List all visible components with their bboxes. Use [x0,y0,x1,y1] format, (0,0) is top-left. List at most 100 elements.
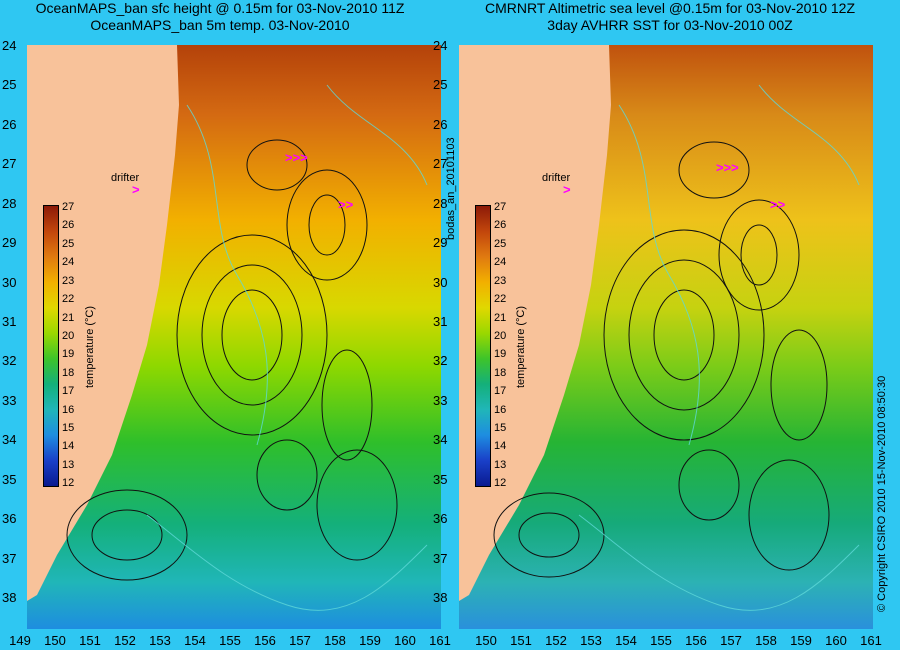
right-drifter-arrow-icon: > [563,182,571,197]
colorbar-tick-label: 12 [494,477,507,490]
file-label: bodas_an_20101103 [445,137,457,240]
longitude-tick-label: 157 [720,633,742,648]
colorbar-tick-label: 17 [62,385,75,398]
latitude-tick-label: 33 [433,392,448,408]
latitude-tick-label: 27 [2,156,17,172]
latitude-tick-label: 28 [2,195,17,211]
latitude-tick-label: 28 [433,195,448,211]
latitude-tick-label: 37 [2,550,17,566]
colorbar-tick-label: 22 [494,293,507,306]
colorbar-tick-label: 13 [494,458,507,471]
latitude-tick-label: 31 [2,314,17,329]
colorbar-tick-label: 15 [494,422,507,435]
longitude-tick-label: 159 [359,633,381,648]
colorbar-tick-label: 24 [494,256,507,269]
left-drifter-track-north-icon: >>> [285,150,308,165]
right-colorbar-title: temperature (°C) [515,305,527,388]
longitude-tick-label: 150 [44,633,66,648]
longitude-tick-label: 155 [650,633,672,648]
latitude-tick-label: 30 [433,274,448,290]
colorbar-tick-label: 16 [494,403,507,416]
latitude-tick-label: 25 [2,77,17,93]
colorbar-tick-label: 27 [62,201,75,213]
right-title-line1: CMRNRT Altimetric sea level @0.15m for 0… [484,0,856,16]
longitude-tick-label: 151 [510,633,532,648]
longitude-tick-label: 153 [149,633,171,648]
longitude-tick-label: 153 [580,633,602,648]
left-map [27,45,441,629]
longitude-tick-label: 161 [860,633,882,648]
longitude-tick-label: 156 [254,633,276,648]
colorbar-tick-label: 12 [62,477,75,490]
latitude-tick-label: 34 [2,432,17,448]
longitude-tick-label: 155 [219,633,241,648]
colorbar-tick-label: 22 [62,293,75,306]
colorbar-tick-label: 21 [494,311,507,324]
latitude-tick-label: 29 [2,235,17,251]
longitude-tick-label: 154 [615,633,637,648]
longitude-tick-label: 156 [685,633,707,648]
colorbar-tick-label: 23 [62,274,75,287]
colorbar-tick-label: 25 [494,237,507,250]
colorbar-tick-label: 13 [62,458,75,471]
latitude-tick-label: 36 [2,511,17,527]
latitude-tick-label: 31 [433,314,448,329]
right-colorbar [475,205,491,487]
latitude-tick-label: 32 [433,353,448,369]
colorbar-tick-label: 15 [62,422,75,435]
colorbar-tick-label: 24 [62,256,75,269]
longitude-tick-label: 151 [79,633,101,648]
latitude-tick-label: 30 [2,274,17,290]
colorbar-tick-label: 27 [494,201,507,213]
colorbar-tick-label: 23 [494,274,507,287]
left-drifter-label: drifter [111,172,140,184]
latitude-tick-label: 24 [2,38,17,53]
left-drifter-arrow-icon: > [132,182,140,197]
right-map [459,45,873,629]
longitude-tick-label: 161 [429,633,451,648]
colorbar-tick-label: 19 [62,348,75,361]
longitude-tick-label: 158 [755,633,777,648]
latitude-tick-label: 35 [2,471,17,487]
latitude-tick-label: 32 [2,353,17,369]
latitude-tick-label: 26 [2,116,17,132]
colorbar-tick-label: 14 [62,440,75,453]
longitude-tick-label: 157 [289,633,311,648]
latitude-tick-label: 38 [2,590,17,605]
longitude-tick-label: 149 [9,633,31,648]
latitude-tick-label: 35 [433,471,448,487]
colorbar-tick-label: 20 [62,329,75,342]
right-drifter-label: drifter [542,172,571,184]
longitude-tick-label: 150 [475,633,497,648]
right-title-line2: 3day AVHRR SST for 03-Nov-2010 00Z [547,17,793,33]
left-panel-title: OceanMAPS_ban sfc height @ 0.15m for 03-… [0,0,440,42]
longitude-tick-label: 152 [114,633,136,648]
colorbar-tick-label: 20 [494,329,507,342]
latitude-tick-label: 26 [433,116,448,132]
longitude-tick-label: 159 [790,633,812,648]
colorbar-tick-label: 18 [494,366,507,379]
latitude-tick-label: 36 [433,511,448,527]
left-colorbar-title: temperature (°C) [84,305,96,388]
longitude-tick-label: 152 [545,633,567,648]
latitude-tick-label: 25 [433,77,448,93]
latitude-tick-label: 34 [433,432,448,448]
right-drifter-track-north-icon: >>> [716,160,739,175]
left-drifter-track-east-icon: >> [338,197,354,212]
latitude-tick-label: 33 [2,392,17,408]
latitude-tick-label: 24 [433,38,448,53]
left-title-line1: OceanMAPS_ban sfc height @ 0.15m for 03-… [35,0,405,16]
left-title-line2: OceanMAPS_ban 5m temp. 03-Nov-2010 [90,17,350,33]
colorbar-tick-label: 14 [494,440,507,453]
copyright-text: © Copyright CSIRO 2010 15-Nov-2010 08:50… [876,375,888,612]
colorbar-tick-label: 19 [494,348,507,361]
left-colorbar [43,205,59,487]
right-panel-title: CMRNRT Altimetric sea level @0.15m for 0… [450,0,890,42]
latitude-tick-label: 29 [433,235,448,251]
latitude-tick-label: 27 [433,156,448,172]
longitude-tick-label: 154 [184,633,206,648]
longitude-tick-label: 158 [324,633,346,648]
latitude-tick-label: 37 [433,550,448,566]
latitude-tick-label: 38 [433,590,448,605]
colorbar-tick-label: 16 [62,403,75,416]
